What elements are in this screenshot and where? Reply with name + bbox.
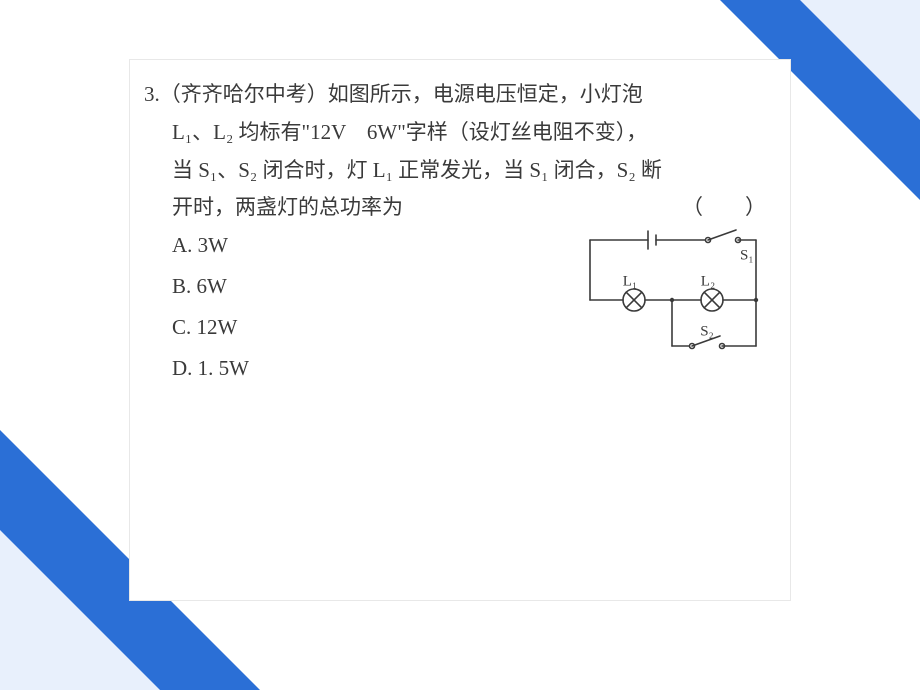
svg-text:L₁: L₁ <box>623 273 637 289</box>
svg-text:L₂: L₂ <box>701 273 715 289</box>
question-source: （齐齐哈尔中考） <box>160 82 328 106</box>
content-card: 3.（齐齐哈尔中考）如图所示，电源电压恒定，小灯泡 L₁、L₂ 均标有"12V … <box>130 60 790 600</box>
question-number: 3. <box>144 82 160 106</box>
question-line-1: 3.（齐齐哈尔中考）如图所示，电源电压恒定，小灯泡 <box>144 76 776 114</box>
option-d: D. 1. 5W <box>172 349 249 388</box>
circuit-svg: S₁ L₁ L₂ S₂ <box>580 228 766 368</box>
question-line-4: 开时，两盏灯的总功率为 （ ） <box>144 189 776 227</box>
decoration-top-inner <box>800 0 920 120</box>
question-line4a: 开时，两盏灯的总功率为 <box>172 195 403 219</box>
option-c: C. 12W <box>172 308 249 347</box>
question-line-2: L₁、L₂ 均标有"12V 6W"字样（设灯丝电阻不变）， <box>144 114 776 152</box>
answer-paren: （ ） <box>682 189 766 227</box>
circuit-diagram: S₁ L₁ L₂ S₂ <box>580 228 766 368</box>
question-line1a: 如图所示，电源电压恒定，小灯泡 <box>328 82 643 106</box>
question-block: 3.（齐齐哈尔中考）如图所示，电源电压恒定，小灯泡 L₁、L₂ 均标有"12V … <box>144 76 776 227</box>
page-background: 3.（齐齐哈尔中考）如图所示，电源电压恒定，小灯泡 L₁、L₂ 均标有"12V … <box>0 0 920 690</box>
svg-text:S₁: S₁ <box>740 247 754 263</box>
svg-text:S₂: S₂ <box>700 323 714 339</box>
option-a: A. 3W <box>172 226 249 265</box>
question-line-3: 当 S₁、S₂ 闭合时，灯 L₁ 正常发光，当 S₁ 闭合，S₂ 断 <box>144 152 776 190</box>
option-b: B. 6W <box>172 267 249 306</box>
options-block: A. 3W B. 6W C. 12W D. 1. 5W <box>172 226 249 389</box>
